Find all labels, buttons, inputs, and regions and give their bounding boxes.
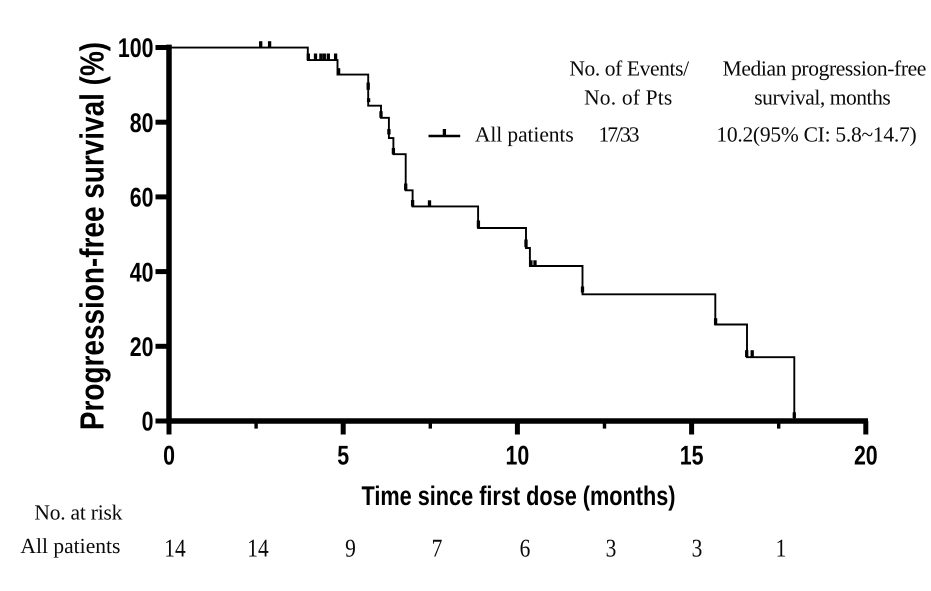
svg-text:80: 80 xyxy=(130,108,154,138)
svg-text:0: 0 xyxy=(163,441,175,471)
svg-text:Median progression-free: Median progression-free xyxy=(723,57,927,81)
svg-text:No. of Pts: No. of Pts xyxy=(584,86,672,110)
svg-text:survival, months: survival, months xyxy=(754,86,891,110)
svg-text:Progression-free survival (%): Progression-free survival (%) xyxy=(75,42,112,430)
svg-text:9: 9 xyxy=(345,534,356,563)
svg-text:No. at risk: No. at risk xyxy=(34,501,122,525)
svg-text:20: 20 xyxy=(130,332,154,362)
svg-text:All patients: All patients xyxy=(20,534,120,558)
svg-text:40: 40 xyxy=(130,257,154,287)
svg-text:14: 14 xyxy=(164,534,186,563)
svg-text:No. of Events/: No. of Events/ xyxy=(569,57,689,81)
svg-text:7: 7 xyxy=(432,534,443,563)
svg-text:10: 10 xyxy=(506,441,530,471)
svg-text:0: 0 xyxy=(142,407,154,437)
svg-text:3: 3 xyxy=(606,534,617,563)
svg-text:14: 14 xyxy=(247,534,269,563)
svg-text:5: 5 xyxy=(337,441,349,471)
svg-text:3: 3 xyxy=(692,534,703,563)
svg-text:All patients: All patients xyxy=(475,123,574,147)
svg-text:20: 20 xyxy=(854,441,878,471)
svg-text:100: 100 xyxy=(118,33,154,63)
svg-text:6: 6 xyxy=(520,534,531,563)
svg-text:17/33: 17/33 xyxy=(598,123,639,147)
svg-text:60: 60 xyxy=(130,183,154,213)
svg-text:1: 1 xyxy=(776,534,787,563)
svg-text:Time since first dose (months): Time since first dose (months) xyxy=(361,481,675,511)
svg-text:15: 15 xyxy=(680,441,704,471)
svg-text:10.2(95% CI: 5.8~14.7): 10.2(95% CI: 5.8~14.7) xyxy=(716,123,916,147)
